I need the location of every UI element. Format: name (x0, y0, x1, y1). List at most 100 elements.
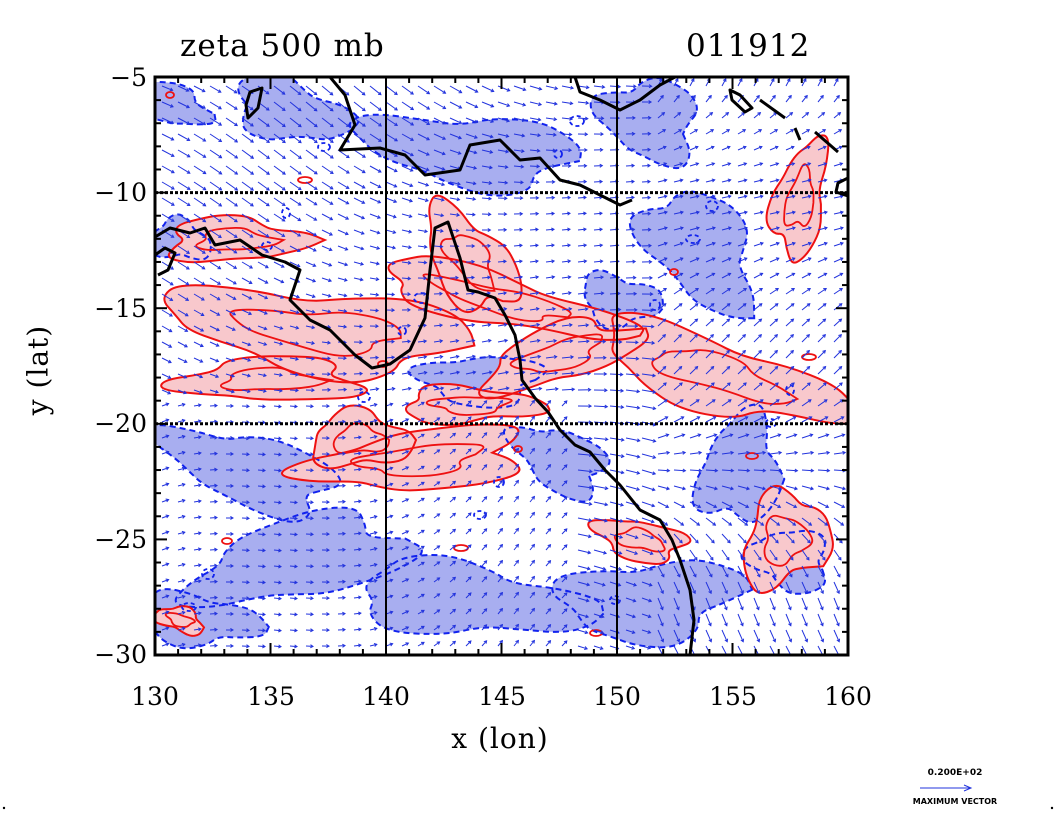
wind-vector-head (373, 595, 378, 599)
wind-vector-head (410, 106, 415, 111)
wind-vector-arrow-icon (705, 349, 714, 359)
wind-vector-head (554, 387, 559, 391)
wind-vector-head (483, 416, 488, 420)
wind-vector-arrow-icon (161, 261, 175, 270)
wind-vector-head (230, 611, 234, 616)
wind-vector-arrow-icon (337, 499, 346, 504)
wind-vector-arrow-icon (209, 133, 223, 143)
wind-vector-shaft (657, 549, 666, 561)
wind-vector-shaft (705, 399, 716, 407)
wind-vector-head (712, 416, 717, 420)
wind-vector-head (695, 162, 700, 166)
wind-vector-shaft (289, 533, 298, 536)
wind-vector-head (262, 532, 266, 537)
wind-vector-shaft (209, 213, 222, 223)
wind-vector-arrow-icon (177, 149, 191, 158)
wind-vector-shaft (161, 403, 169, 407)
wind-vector-shaft (561, 117, 573, 120)
wind-vector-shaft (433, 133, 446, 140)
wind-vector-arrow-icon (353, 213, 366, 220)
wind-vector-shaft (513, 512, 519, 519)
wind-vector-shaft (577, 469, 592, 473)
wind-vector-arrow-icon (481, 149, 494, 154)
wind-vector-shaft (225, 117, 238, 127)
wind-vector-head (310, 628, 314, 633)
wind-vector-shaft (193, 85, 206, 93)
wind-vector-head (282, 139, 286, 144)
wind-vector-arrow-icon (497, 291, 508, 296)
wind-vector-arrow-icon (817, 549, 826, 561)
wind-vector-head (520, 338, 525, 343)
wind-vector-shaft (193, 197, 206, 207)
wind-vector-head (426, 136, 431, 141)
wind-vector-arrow-icon (689, 333, 698, 343)
wind-vector-arrow-icon (513, 164, 525, 169)
wind-vector-head (376, 230, 381, 235)
wind-vector-shaft (657, 452, 670, 455)
wind-vector-head (727, 194, 732, 199)
wind-vector-head (278, 532, 282, 537)
wind-vector-head (836, 622, 840, 627)
wind-vector-head (499, 639, 504, 644)
wind-vector-head (181, 642, 186, 647)
wind-vector-head (327, 372, 331, 377)
wind-vector-head (215, 374, 220, 378)
wind-vector-shaft (801, 434, 813, 439)
wind-vector-shaft (561, 496, 568, 503)
wind-vector-shaft (353, 85, 366, 96)
wind-vector-arrow-icon (353, 499, 362, 504)
wind-vector-arrow-icon (593, 453, 609, 458)
wind-vector-arrow-icon (241, 484, 250, 489)
wind-vector-shaft (689, 112, 697, 119)
wind-vector-arrow-icon (449, 432, 457, 439)
wind-vector-head (483, 544, 488, 548)
wind-vector-head (297, 91, 302, 96)
wind-vector-arrow-icon (353, 85, 366, 96)
wind-vector-shaft (737, 257, 747, 263)
wind-vector-shaft (593, 453, 608, 457)
wind-vector-shaft (353, 165, 366, 174)
wind-vector-arrow-icon (497, 243, 507, 248)
wind-vector-head (165, 466, 170, 471)
wind-vector-arrow-icon (689, 257, 700, 263)
wind-vector-head (531, 447, 536, 452)
wind-vector-arrow-icon (705, 94, 712, 103)
wind-vector-arrow-icon (193, 197, 207, 207)
wind-vector-shaft (401, 498, 409, 503)
wind-vector-shaft (545, 324, 556, 327)
wind-vector-shaft (817, 581, 824, 594)
wind-vector-arrow-icon (449, 85, 463, 94)
positive-vorticity-inner-contour (422, 273, 572, 323)
wind-vector-shaft (545, 464, 551, 471)
wind-vector-shaft (225, 357, 235, 362)
wind-vector-arrow-icon (753, 349, 762, 359)
wind-vector-shaft (529, 228, 539, 231)
wind-vector-head (373, 611, 378, 615)
wind-vector-shaft (689, 581, 696, 594)
wind-vector-shaft (705, 129, 714, 135)
wind-vector-arrow-icon (641, 373, 657, 378)
wind-vector-head (515, 463, 520, 468)
wind-vector-head (343, 309, 348, 313)
wind-vector-shaft (545, 448, 551, 455)
wind-vector-shaft (513, 371, 525, 375)
wind-vector-arrow-icon (273, 596, 282, 601)
wind-vector-head (342, 435, 346, 440)
wind-vector-head (357, 627, 362, 632)
wind-vector-head (571, 387, 576, 392)
wind-vector-arrow-icon (641, 389, 657, 394)
wind-vector-arrow-icon (641, 437, 657, 443)
wind-vector-arrow-icon (529, 431, 536, 439)
wind-vector-shaft (817, 549, 826, 561)
wind-vector-arrow-icon (625, 243, 636, 248)
wind-vector-arrow-icon (721, 287, 732, 295)
wind-vector-shaft (353, 181, 366, 189)
wind-vector-shaft (513, 260, 523, 263)
wind-vector-arrow-icon (401, 85, 414, 95)
wind-vector-arrow-icon (369, 483, 378, 487)
wind-vector-head (617, 84, 622, 89)
wind-vector-shaft (209, 309, 220, 316)
wind-vector-shaft (481, 181, 492, 184)
wind-vector-head (436, 481, 441, 485)
wind-vector-arrow-icon (385, 530, 394, 535)
